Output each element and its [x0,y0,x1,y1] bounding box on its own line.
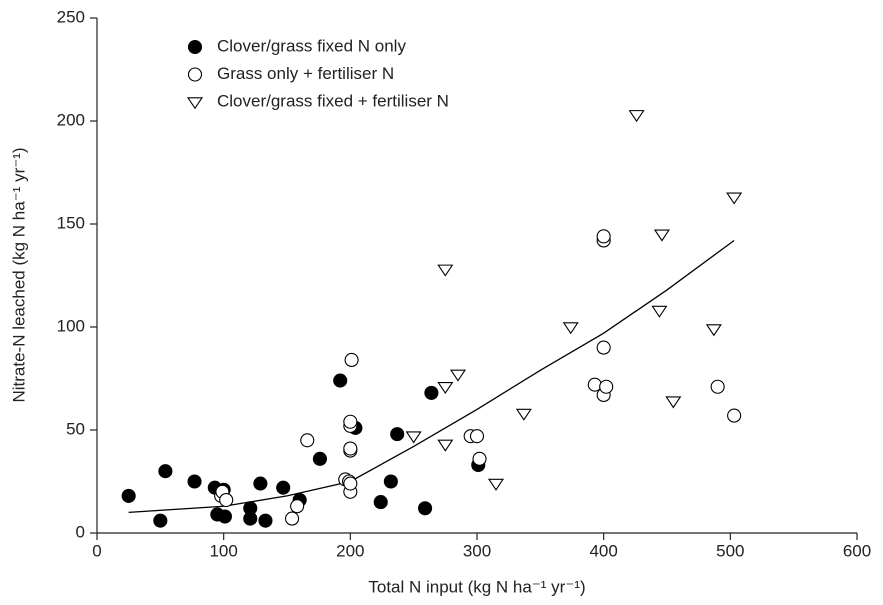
point [158,464,173,479]
point [217,509,232,524]
point [258,513,273,528]
point [290,499,305,514]
y-tick-label: 50 [66,419,85,438]
point [285,511,300,526]
trend-line [128,239,735,514]
point [727,408,742,423]
point [437,381,454,395]
point [472,451,487,466]
point [121,488,136,503]
point [390,427,405,442]
point [710,379,725,394]
legend-label: Grass only + fertiliser N [217,64,394,83]
legend-marker [187,67,203,82]
y-tick-label: 0 [76,522,85,541]
legend-marker [186,97,204,110]
point [219,492,234,508]
y-tick-label: 200 [57,110,85,129]
point [333,373,348,388]
point [437,264,454,277]
point [651,305,668,318]
point [344,352,359,368]
x-tick-label: 300 [463,541,491,560]
point [343,441,358,456]
point [487,478,505,491]
point [596,229,611,244]
x-tick-label: 500 [716,541,744,560]
x-tick-label: 600 [843,541,871,560]
legend-label: Clover/grass fixed + fertiliser N [217,91,449,110]
point [515,408,532,421]
point [276,480,291,495]
point [383,474,398,489]
point [424,385,439,400]
x-axis-label: Total N input (kg N ha⁻¹ yr⁻¹) [368,577,585,596]
y-axis-label: Nitrate-N leached (kg N ha⁻¹ yr⁻¹) [9,147,28,402]
point [449,369,467,382]
point [253,476,268,491]
point [469,429,485,444]
point [405,431,422,444]
legend-marker [187,39,203,55]
y-tick-label: 250 [57,7,85,26]
y-tick-label: 150 [57,213,85,232]
point [300,433,315,448]
point [343,414,358,429]
point [596,340,611,355]
point [343,476,358,491]
point [665,396,682,409]
point [153,513,168,528]
point [587,377,602,392]
point [628,110,645,123]
x-tick-label: 200 [336,541,364,560]
x-tick-label: 0 [92,541,101,560]
point [726,192,743,205]
point [599,379,614,394]
point [562,322,579,335]
point [418,501,433,516]
x-tick-label: 100 [209,541,237,560]
x-tick-label: 400 [589,541,617,560]
point [373,495,388,510]
point [705,324,722,337]
point [187,474,202,489]
point [653,229,670,242]
point [312,451,327,466]
point [243,511,258,526]
legend-label: Clover/grass fixed N only [217,36,406,55]
point [437,439,454,452]
y-tick-label: 100 [57,316,85,335]
